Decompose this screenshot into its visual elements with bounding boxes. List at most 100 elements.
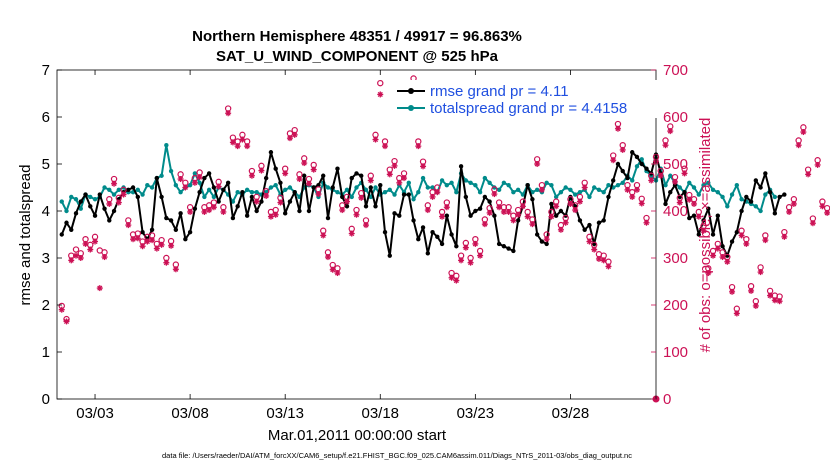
obs-assimilated-stroke [624,187,631,193]
obs-assimilated-marker [672,178,679,185]
totalspread-point [729,192,735,197]
obs-assimilated-stroke [767,293,773,299]
totalspread-point [463,178,469,183]
obs-assimilated-stroke [748,288,754,294]
obs-assimilated-marker [691,200,698,207]
totalspread-point [772,194,778,200]
legend: rmse grand pr = 4.11 totalspread grand p… [395,80,658,118]
obs-assimilated-stroke [672,179,678,185]
obs-assimilated-stroke [724,259,730,265]
y-right-tick-label: 200 [663,297,688,314]
obs-assimilated-marker [386,171,393,178]
obs-assimilated-marker [453,277,460,284]
obs-assimilated-marker [111,180,118,187]
obs-assimilated-marker [477,252,484,259]
obs-assimilated-stroke [301,160,307,166]
obs-assimilated-marker [719,254,726,261]
obs-assimilated-stroke [700,228,707,234]
obs-assimilated-marker [305,180,312,187]
obs-assimilated-marker [429,193,436,200]
obs-assimilated-marker [443,204,450,211]
totalspread-point [325,185,331,190]
rmse-point [558,208,564,214]
obs-assimilated-stroke [739,232,745,238]
obs-assimilated-marker [225,110,232,117]
obs-assimilated-stroke [125,222,131,228]
obs-assimilated-stroke [658,173,664,179]
obs-assimilated-marker [296,176,303,183]
totalspread-point [416,190,421,195]
obs-assimilated-marker [334,270,341,277]
totalspread-point [116,187,122,193]
obs-assimilated-stroke [258,168,264,174]
obs-assimilated-stroke [710,253,716,259]
totalspread-point [254,190,259,195]
rmse-point [430,229,435,235]
obs-assimilated-marker [529,221,536,228]
totalspread-point [211,194,217,200]
obs-assimilated-marker [320,232,327,239]
rmse-point [202,175,207,181]
obs-assimilated-stroke [387,171,393,177]
totalspread-point [88,194,93,200]
obs-assimilated-marker [424,207,431,214]
obs-assimilated-marker [139,243,146,250]
obs-assimilated-stroke [254,199,260,205]
rmse-point [397,213,402,218]
rmse-point [363,204,369,209]
rmse-point [715,213,721,218]
rmse-point [378,182,383,188]
rmse-point [473,208,478,214]
obs-assimilated-stroke [382,143,388,149]
obs-assimilated-marker [776,298,783,305]
obs-assimilated-marker [781,233,788,240]
obs-assimilated-stroke [539,187,545,193]
obs-assimilated-marker [567,200,574,207]
obs-assimilated-stroke [159,242,165,248]
obs-assimilated-stroke [120,191,127,198]
obs-assimilated-stroke [135,235,141,241]
obs-assimilated-marker [420,163,427,170]
obs-assimilated-stroke [734,310,740,317]
obs-assimilated-stroke [315,191,322,197]
rmse-point [701,218,706,223]
totalspread-point [64,208,69,214]
obs-assimilated-marker [695,213,702,220]
x-tick-label: 03/23 [457,405,495,422]
obs-assimilated-marker [415,143,422,150]
obs-assimilated-marker [448,274,455,281]
y-axis-label: rmse and totalspread [17,165,34,306]
rmse-point [506,246,511,251]
obs-assimilated-stroke [520,203,526,209]
obs-assimilated-stroke [320,232,326,238]
rmse-point [268,150,274,155]
obs-assimilated-stroke [548,214,554,220]
obs-assimilated-stroke [106,201,112,207]
rmse-point [444,213,450,218]
rmse-point [102,206,107,211]
obs-assimilated-stroke [68,257,74,263]
obs-assimilated-stroke [216,184,222,190]
rmse-point [249,194,255,200]
obs-assimilated-stroke [401,175,407,181]
obs-assimilated-stroke [73,253,79,259]
x-tick-label: 03/18 [361,405,399,422]
obs-assimilated-marker [643,219,650,226]
y-tick-label: 7 [42,62,50,79]
rmse-point [168,218,174,223]
totalspread-point [354,185,359,190]
obs-assimilated-stroke [140,243,146,249]
totalspread-point [620,180,625,185]
rmse-point [392,211,397,216]
obs-assimilated-marker [434,189,441,196]
obs-assimilated-marker [144,238,151,245]
y-axis-right-label: # of obs: o=possible; ×=assimilated [697,118,714,353]
totalspread-point [444,182,450,188]
y-tick-label: 6 [42,109,50,126]
obs-assimilated-marker [486,209,493,216]
rmse-point [130,185,136,190]
obs-assimilated-stroke [691,201,697,207]
obs-assimilated-stroke [334,270,341,276]
obs-assimilated-marker [391,162,398,169]
